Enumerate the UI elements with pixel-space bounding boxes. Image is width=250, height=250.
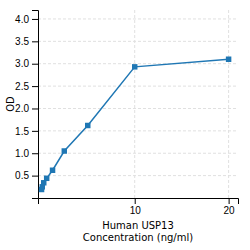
grid-line: [38, 108, 238, 109]
tick: 0.5: [15, 170, 38, 181]
grid-line: [38, 175, 238, 176]
tick: 10: [130, 198, 142, 216]
y-axis: 0.5 1.0 1.5 2.0 2.5 3.0 3.5 4.0: [15, 11, 38, 199]
x-axis: 10 20: [39, 198, 239, 216]
grid-line: [38, 130, 238, 131]
tick: 3.0: [15, 58, 38, 69]
grid-line: [38, 18, 238, 19]
tick: 2.0: [15, 103, 38, 114]
grid-line: [134, 10, 135, 198]
tick: 1.0: [15, 148, 38, 159]
point: [226, 56, 231, 61]
tick-label: 2.5: [15, 81, 29, 92]
tick-mark: [32, 153, 38, 154]
tick-mark: [32, 41, 38, 42]
tick: 2.5: [15, 81, 38, 92]
point: [85, 123, 90, 128]
axis-line: [32, 11, 39, 199]
grid-line: [38, 153, 238, 154]
grid: [38, 10, 238, 198]
axis-line: [39, 199, 239, 205]
tick-label: 0.5: [15, 170, 29, 181]
tick-label: 20: [224, 205, 236, 216]
tick: 20: [224, 198, 236, 216]
tick-mark: [135, 198, 136, 204]
tick: 4.0: [15, 14, 38, 25]
grid-line: [38, 86, 238, 87]
chart: 10 20 0.5 1.0 1.5 2.0 2.5 3.0 3.5 4.0 Human USP13C…: [0, 0, 250, 250]
grid-line: [38, 63, 238, 64]
tick-label: 3.5: [15, 36, 29, 47]
x-axis-title: Concentration (ng/ml): [83, 232, 193, 243]
tick-mark: [229, 198, 230, 204]
x-axis-title: Human USP13: [102, 220, 174, 231]
tick-mark: [32, 176, 38, 177]
tick: 3.5: [15, 36, 38, 47]
grid-line: [228, 10, 229, 198]
tick: 1.5: [15, 126, 38, 137]
tick-label: 1.5: [15, 126, 29, 137]
plot-area: [39, 56, 232, 192]
line: [42, 59, 229, 189]
tick-mark: [32, 19, 38, 20]
grid-line: [38, 41, 238, 42]
point: [132, 64, 137, 69]
tick-mark: [32, 131, 38, 132]
point: [44, 176, 49, 181]
tick-mark: [32, 108, 38, 109]
point: [50, 168, 55, 173]
tick-label: 2.0: [15, 103, 29, 114]
tick-label: 4.0: [15, 14, 29, 25]
tick-mark: [32, 86, 38, 87]
tick-label: 10: [130, 205, 142, 216]
tick-label: 1.0: [15, 148, 29, 159]
point: [62, 148, 67, 153]
tick-mark: [32, 64, 38, 65]
tick-label: 3.0: [15, 58, 29, 69]
y-axis-title: OD: [5, 96, 16, 112]
